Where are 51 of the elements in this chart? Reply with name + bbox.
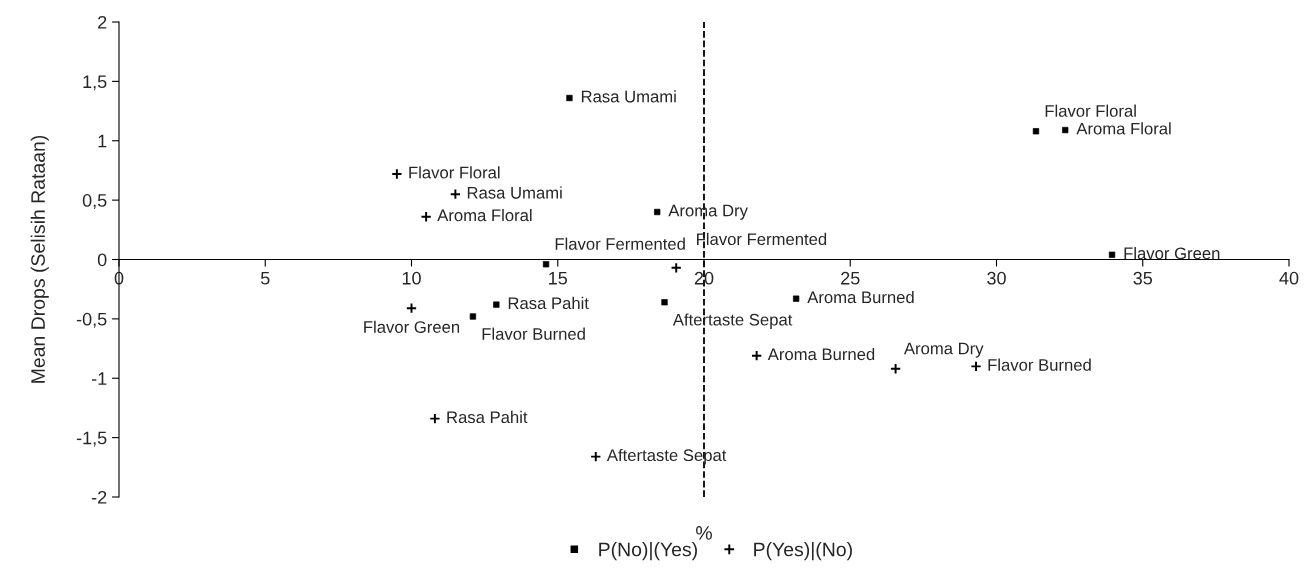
annotation: Aroma Floral bbox=[437, 208, 532, 222]
annotation: Aftertaste Sepat bbox=[672, 313, 793, 329]
point bbox=[405, 302, 418, 314]
legend-label: P(Yes)|(No) bbox=[754, 542, 852, 561]
y-tick-label: -1,5 bbox=[76, 431, 107, 447]
point bbox=[429, 413, 441, 425]
annotation: Aroma Dry bbox=[668, 204, 748, 220]
x-tick-label: 10 bbox=[402, 271, 421, 285]
point bbox=[391, 168, 403, 180]
annotation: Flavor Fermented bbox=[555, 237, 685, 250]
annotation: Flavor Green bbox=[1124, 246, 1220, 260]
point bbox=[970, 360, 982, 372]
x-tick-label: 30 bbox=[987, 271, 1006, 285]
point bbox=[590, 451, 602, 463]
point bbox=[420, 211, 432, 223]
y-tick-label: 1,5 bbox=[83, 75, 107, 91]
point bbox=[670, 262, 682, 274]
x-axis-title: % bbox=[696, 526, 712, 540]
annotation: Rasa Umami bbox=[581, 90, 676, 103]
x-tick-label: 40 bbox=[1279, 271, 1299, 285]
y-axis-title: Mean Drops (Selisih Rataan) bbox=[30, 135, 49, 383]
annotation: Rasa Umami bbox=[467, 186, 562, 199]
y-tick-label: 0 bbox=[97, 253, 107, 267]
annotation: Aroma Burned bbox=[767, 347, 875, 361]
annotation: Aftertaste Sepat bbox=[606, 448, 727, 465]
annotation: Flavor Fermented bbox=[697, 232, 827, 246]
annotation: Flavor Burned bbox=[988, 358, 1091, 371]
y-tick-label: -1 bbox=[91, 372, 107, 385]
x-tick-label: 25 bbox=[841, 271, 860, 285]
x-tick-label: 35 bbox=[1133, 271, 1153, 285]
x-tick-label: 20 bbox=[694, 271, 714, 285]
x-tick-label: 5 bbox=[260, 271, 270, 285]
annotation: Aroma Dry bbox=[903, 342, 984, 358]
y-tick-label: -0,5 bbox=[76, 312, 107, 328]
annotation: Flavor Floral bbox=[1045, 104, 1136, 117]
x-tick-label: 15 bbox=[549, 271, 568, 285]
point bbox=[449, 188, 461, 200]
legend-label: P(No)|(Yes) bbox=[599, 542, 697, 561]
y-tick-label: 2 bbox=[98, 15, 107, 29]
annotation: Flavor Burned bbox=[482, 327, 585, 340]
annotation: Aroma Floral bbox=[1076, 122, 1171, 135]
annotation: Rasa Pahit bbox=[447, 410, 528, 424]
annotation: Flavor Floral bbox=[409, 166, 500, 179]
y-tick-label: -2 bbox=[91, 490, 107, 504]
point bbox=[889, 363, 902, 375]
point bbox=[751, 350, 763, 362]
annotation: Rasa Pahit bbox=[508, 296, 589, 310]
annotation: Flavor Green bbox=[364, 320, 460, 333]
y-tick-label: 1 bbox=[98, 134, 107, 148]
y-tick-label: 0,5 bbox=[82, 194, 107, 209]
annotation: Aroma Burned bbox=[807, 290, 914, 304]
